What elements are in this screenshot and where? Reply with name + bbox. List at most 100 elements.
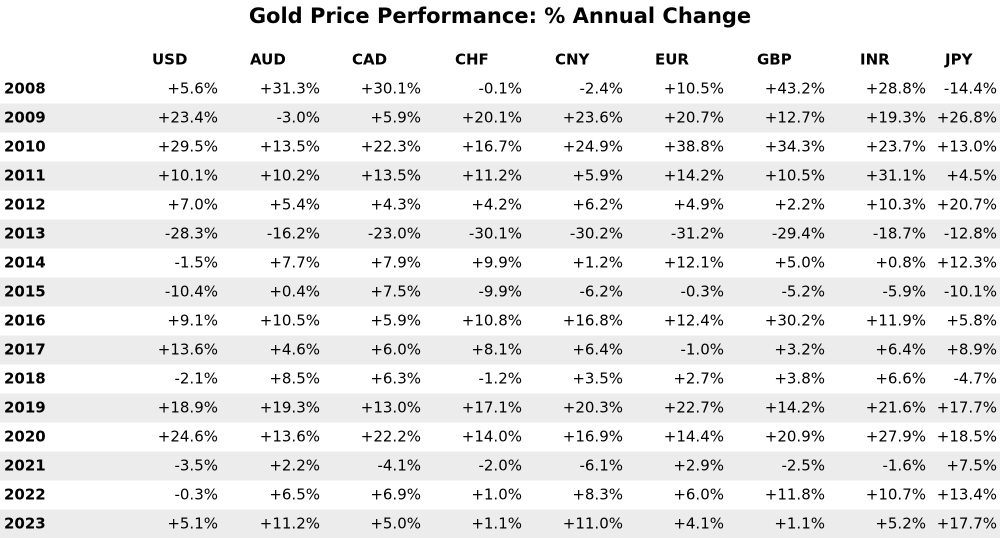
row-label: 2013 bbox=[4, 225, 46, 243]
cell: +14.4% bbox=[664, 428, 724, 446]
cell: -6.2% bbox=[579, 283, 623, 301]
cell: +23.7% bbox=[866, 138, 926, 156]
cell: +18.9% bbox=[158, 399, 218, 417]
cell: -2.1% bbox=[174, 370, 218, 388]
cell: +7.7% bbox=[269, 254, 320, 272]
cell: +20.9% bbox=[765, 428, 825, 446]
cell: -30.2% bbox=[570, 225, 623, 243]
cell: -28.3% bbox=[165, 225, 218, 243]
cell: +30.1% bbox=[361, 80, 421, 98]
cell: +10.8% bbox=[462, 312, 522, 330]
cell: +4.2% bbox=[471, 196, 522, 214]
cell: +13.6% bbox=[260, 428, 320, 446]
cell: +17.1% bbox=[462, 399, 522, 417]
row-label: 2018 bbox=[4, 370, 46, 388]
row-band bbox=[0, 509, 1000, 538]
cell: +20.7% bbox=[937, 196, 997, 214]
cell: +12.3% bbox=[937, 254, 997, 272]
cell: +1.1% bbox=[471, 515, 522, 533]
row-label: 2020 bbox=[4, 428, 46, 446]
cell: +13.6% bbox=[158, 341, 218, 359]
cell: -4.1% bbox=[377, 457, 421, 475]
cell: +6.9% bbox=[370, 486, 421, 504]
cell: -12.8% bbox=[944, 225, 997, 243]
cell: +13.0% bbox=[937, 138, 997, 156]
column-header: EUR bbox=[655, 51, 689, 69]
cell: +6.0% bbox=[673, 486, 724, 504]
row-band bbox=[0, 393, 1000, 423]
cell: +26.8% bbox=[937, 109, 997, 127]
row-band bbox=[0, 103, 1000, 133]
cell: +12.1% bbox=[664, 254, 724, 272]
cell: +10.5% bbox=[260, 312, 320, 330]
cell: +17.7% bbox=[937, 515, 997, 533]
cell: +4.3% bbox=[370, 196, 421, 214]
cell: +5.9% bbox=[370, 312, 421, 330]
cell: +2.9% bbox=[673, 457, 724, 475]
cell: +2.2% bbox=[774, 196, 825, 214]
cell: -5.2% bbox=[781, 283, 825, 301]
cell: +12.7% bbox=[765, 109, 825, 127]
row-label: 2012 bbox=[4, 196, 46, 214]
cell: +11.2% bbox=[462, 167, 522, 185]
cell: +2.2% bbox=[269, 457, 320, 475]
cell: +18.5% bbox=[937, 428, 997, 446]
column-header: INR bbox=[860, 51, 890, 69]
cell: +5.9% bbox=[370, 109, 421, 127]
cell: -6.1% bbox=[579, 457, 623, 475]
cell: -1.2% bbox=[478, 370, 522, 388]
cell: +6.5% bbox=[269, 486, 320, 504]
column-header: CHF bbox=[455, 51, 489, 69]
cell: +16.9% bbox=[563, 428, 623, 446]
column-header: USD bbox=[152, 51, 187, 69]
column-header: CAD bbox=[352, 51, 387, 69]
cell: -10.4% bbox=[165, 283, 218, 301]
cell: -0.3% bbox=[174, 486, 218, 504]
cell: -1.6% bbox=[882, 457, 926, 475]
row-band bbox=[0, 219, 1000, 249]
cell: +3.8% bbox=[774, 370, 825, 388]
cell: +14.2% bbox=[664, 167, 724, 185]
cell: +9.1% bbox=[167, 312, 218, 330]
row-label: 2022 bbox=[4, 486, 46, 504]
cell: -2.0% bbox=[478, 457, 522, 475]
cell: -10.1% bbox=[944, 283, 997, 301]
cell: -2.5% bbox=[781, 457, 825, 475]
row-label: 2010 bbox=[4, 138, 46, 156]
cell: +16.7% bbox=[462, 138, 522, 156]
cell: -14.4% bbox=[944, 80, 997, 98]
cell: +10.1% bbox=[158, 167, 218, 185]
cell: +23.6% bbox=[563, 109, 623, 127]
cell: +10.5% bbox=[664, 80, 724, 98]
cell: +5.1% bbox=[167, 515, 218, 533]
title: Gold Price Performance: % Annual Change bbox=[249, 4, 751, 28]
cell: +22.7% bbox=[664, 399, 724, 417]
row-band bbox=[0, 277, 1000, 307]
cell: +8.5% bbox=[269, 370, 320, 388]
row-label: 2019 bbox=[4, 399, 46, 417]
cell: +16.8% bbox=[563, 312, 623, 330]
cell: +4.6% bbox=[269, 341, 320, 359]
cell: +5.9% bbox=[572, 167, 623, 185]
cell: -29.4% bbox=[772, 225, 825, 243]
cell: -9.9% bbox=[478, 283, 522, 301]
cell: -0.1% bbox=[478, 80, 522, 98]
cell: -0.3% bbox=[680, 283, 724, 301]
cell: +17.7% bbox=[937, 399, 997, 417]
cell: +8.9% bbox=[946, 341, 997, 359]
cell: +19.3% bbox=[866, 109, 926, 127]
cell: +11.0% bbox=[563, 515, 623, 533]
cell: +1.0% bbox=[471, 486, 522, 504]
cell: -2.4% bbox=[579, 80, 623, 98]
cell: -31.2% bbox=[671, 225, 724, 243]
cell: +0.4% bbox=[269, 283, 320, 301]
cell: +8.3% bbox=[572, 486, 623, 504]
row-label: 2014 bbox=[4, 254, 46, 272]
cell: -5.9% bbox=[882, 283, 926, 301]
cell: +4.1% bbox=[673, 515, 724, 533]
cell: +29.5% bbox=[158, 138, 218, 156]
cell: +22.2% bbox=[361, 428, 421, 446]
cell: -18.7% bbox=[873, 225, 926, 243]
